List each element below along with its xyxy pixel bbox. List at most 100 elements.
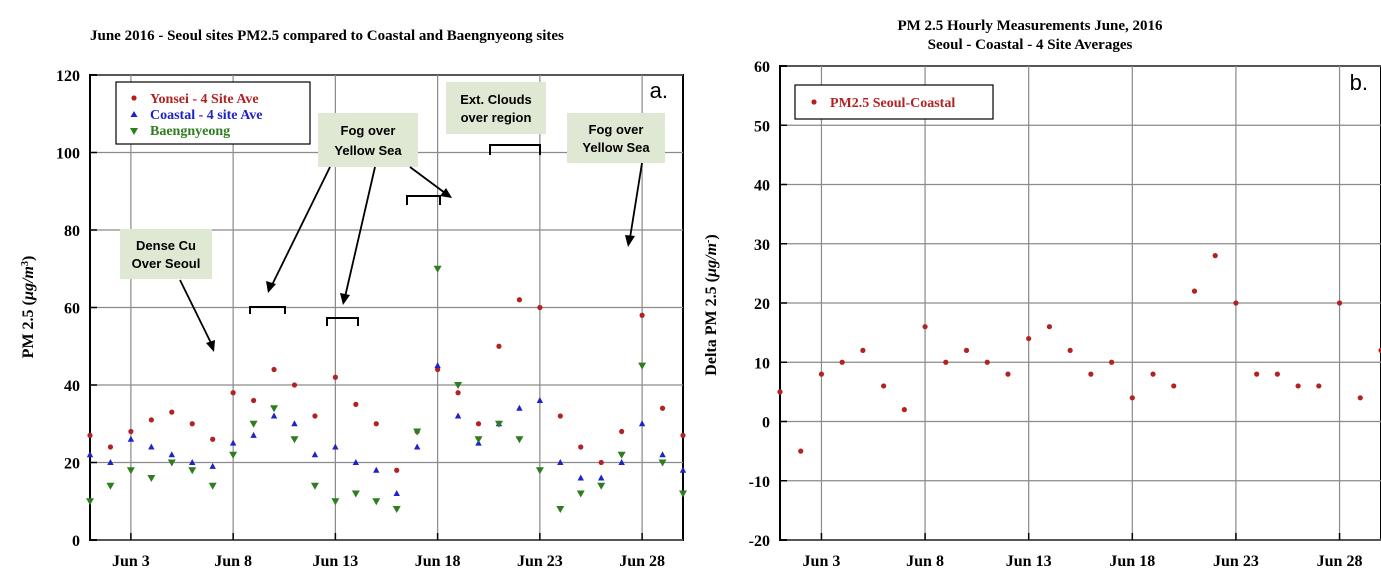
data-point-yonsei-4-site-ave — [639, 312, 645, 318]
legend-label-coastal: Coastal - 4 site Ave — [150, 108, 263, 123]
panel-a-annotations: Dense Cu Over Seoul Fog over Yellow Sea … — [120, 82, 665, 352]
data-point-coastal-4-site-ave — [352, 459, 360, 465]
data-point-pm2-5-seoul-coastal — [1129, 395, 1135, 401]
legend-marker-seoul-coastal — [811, 99, 817, 105]
y-tick-label: 60 — [754, 59, 770, 76]
annotation-fog1-arrowhead-b — [340, 293, 350, 305]
data-point-baengnyeong — [454, 382, 463, 389]
data-point-coastal-4-site-ave — [250, 431, 257, 438]
data-point-pm2-5-seoul-coastal — [901, 407, 907, 413]
panel-b-letter: b. — [1350, 70, 1368, 95]
x-tick-label: Jun 28 — [619, 553, 665, 570]
data-point-yonsei-4-site-ave — [619, 428, 625, 435]
data-point-baengnyeong — [433, 265, 442, 273]
data-point-pm2-5-seoul-coastal — [798, 448, 804, 454]
panel-b-legend-box — [794, 84, 994, 120]
data-point-baengnyeong — [474, 436, 483, 444]
annotation-fog1-line1: Fog over — [341, 123, 396, 138]
data-point-coastal-4-site-ave — [536, 397, 544, 403]
data-point-yonsei-4-site-ave — [659, 405, 666, 411]
panel-a-title: June 2016 - Seoul sites PM2.5 compared t… — [90, 28, 564, 44]
x-tick-label: Jun 3 — [803, 553, 841, 570]
panel-a-y-axis-label: PM 2.5 (µg/m3) — [20, 256, 38, 359]
data-point-coastal-4-site-ave — [148, 443, 155, 450]
data-point-pm2-5-seoul-coastal — [1357, 395, 1363, 401]
data-point-coastal-4-site-ave — [659, 451, 666, 458]
data-point-pm2-5-seoul-coastal — [1316, 383, 1322, 389]
annotation-fog2-arrow — [629, 162, 643, 239]
data-point-pm2-5-seoul-coastal — [922, 324, 928, 330]
y-tick-label: 40 — [754, 178, 770, 195]
data-point-pm2-5-seoul-coastal — [943, 359, 949, 365]
panel-b-legend: PM2.5 Seoul-Coastal — [794, 84, 994, 120]
y-tick-label: -20 — [749, 533, 770, 550]
annotation-fog1-bracket-b — [326, 317, 359, 326]
panel-a-legend: Yonsei - 4 Site Ave Coastal - 4 site Ave… — [115, 81, 311, 145]
data-point-yonsei-4-site-ave — [291, 382, 298, 388]
data-point-baengnyeong — [331, 498, 340, 506]
annotation-fog1-bracket-a — [249, 306, 286, 314]
data-point-baengnyeong — [658, 459, 667, 467]
data-point-yonsei-4-site-ave — [332, 374, 338, 380]
data-point-baengnyeong — [372, 498, 381, 506]
y-tick-label: 40 — [64, 378, 80, 395]
y-tick-label: 20 — [64, 456, 80, 473]
annotation-fog1-arrow-a — [271, 166, 331, 286]
data-point-baengnyeong — [679, 490, 687, 498]
data-point-pm2-5-seoul-coastal — [839, 359, 845, 365]
x-tick-label: Jun 3 — [112, 553, 150, 570]
data-point-yonsei-4-site-ave — [680, 432, 686, 438]
annotation-clouds-bracket — [489, 144, 541, 155]
annotation-dense-cu-line2: Over Seoul — [132, 256, 201, 271]
data-point-coastal-4-site-ave — [413, 443, 421, 450]
data-point-pm2-5-seoul-coastal — [1005, 371, 1011, 377]
data-point-pm2-5-seoul-coastal — [1067, 347, 1073, 353]
x-tick-label: Jun 23 — [1213, 553, 1259, 570]
data-point-coastal-4-site-ave — [270, 412, 278, 419]
data-point-yonsei-4-site-ave — [578, 444, 584, 450]
data-point-baengnyeong — [229, 451, 238, 459]
data-point-yonsei-4-site-ave — [557, 413, 563, 419]
x-tick-label: Jun 23 — [517, 553, 563, 570]
data-point-pm2-5-seoul-coastal — [1212, 253, 1218, 259]
data-point-coastal-4-site-ave — [332, 443, 339, 450]
data-point-pm2-5-seoul-coastal — [777, 389, 783, 395]
panel-b-y-ticks: -20 -10 0 10 20 30 40 50 60 — [749, 59, 787, 550]
data-point-yonsei-4-site-ave — [107, 444, 114, 450]
annotation-fog1-arrowhead-c — [440, 188, 452, 198]
annotation-fog1-arrowhead-a — [266, 281, 276, 293]
data-point-pm2-5-seoul-coastal — [1191, 288, 1198, 294]
y-tick-label: 0 — [72, 533, 80, 550]
data-point-pm2-5-seoul-coastal — [1378, 347, 1381, 353]
x-tick-label: Jun 8 — [214, 553, 252, 570]
legend-marker-baengnyeong — [130, 128, 138, 135]
data-point-baengnyeong — [167, 459, 176, 467]
data-point-yonsei-4-site-ave — [148, 417, 154, 423]
data-point-pm2-5-seoul-coastal — [1295, 383, 1301, 389]
data-point-baengnyeong — [556, 506, 565, 513]
legend-label-yonsei: Yonsei - 4 Site Ave — [150, 92, 259, 107]
annotation-fog2-line1: Fog over — [589, 122, 644, 137]
panel-a-x-ticks: Jun 3 Jun 8 Jun 13 Jun 18 Jun 23 Jun 28 — [112, 533, 665, 570]
data-point-pm2-5-seoul-coastal — [984, 359, 990, 365]
x-tick-label: Jun 18 — [415, 553, 461, 570]
data-point-baengnyeong — [249, 420, 258, 428]
data-point-baengnyeong — [147, 475, 156, 482]
data-point-baengnyeong — [208, 482, 217, 490]
panel-a-letter: a. — [650, 78, 668, 103]
data-point-baengnyeong — [576, 490, 585, 498]
legend-marker-yonsei — [131, 95, 137, 101]
annotation-clouds-line1: Ext. Clouds — [460, 92, 532, 107]
data-point-coastal-4-site-ave — [679, 466, 687, 473]
data-point-yonsei-4-site-ave — [312, 413, 318, 419]
data-point-baengnyeong — [270, 405, 279, 413]
data-point-pm2-5-seoul-coastal — [1088, 371, 1094, 377]
data-point-baengnyeong — [494, 420, 503, 428]
data-point-pm2-5-seoul-coastal — [881, 383, 887, 389]
y-tick-label: 50 — [754, 118, 770, 135]
data-point-coastal-4-site-ave — [373, 466, 380, 473]
y-tick-label: 80 — [64, 223, 80, 240]
legend-label-seoul-coastal: PM2.5 Seoul-Coastal — [830, 96, 955, 111]
data-point-baengnyeong — [597, 482, 606, 490]
data-point-baengnyeong — [86, 498, 94, 506]
